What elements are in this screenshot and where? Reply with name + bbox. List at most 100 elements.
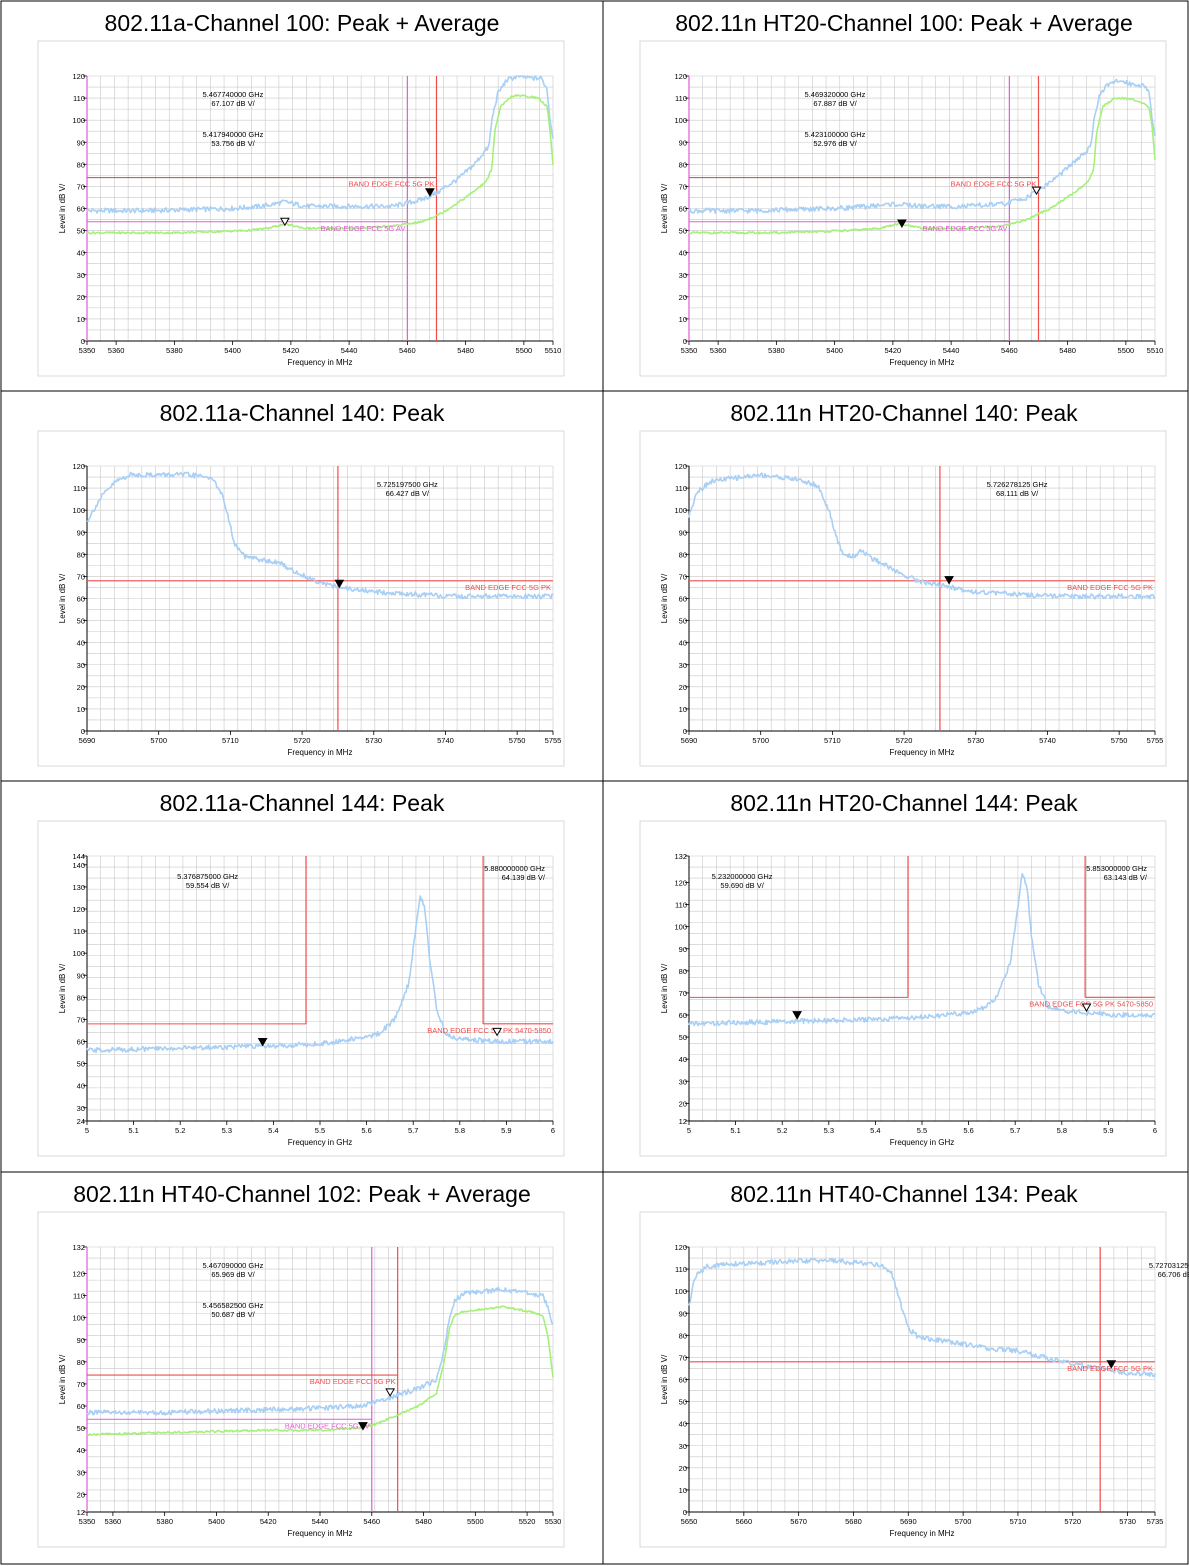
y-tick-label: 20 <box>77 293 85 302</box>
x-tick-label: 5750 <box>509 736 526 745</box>
marker-frequency: 5.467740000 GHz <box>203 90 264 99</box>
y-tick-label: 100 <box>674 506 687 515</box>
x-tick-label: 5420 <box>260 1517 277 1526</box>
limit-label: BAND EDGE FCC 5G PK <box>310 1377 396 1386</box>
x-tick-label: 5700 <box>752 736 769 745</box>
chart-title: 802.11a-Channel 100: Peak + Average <box>104 10 500 36</box>
x-tick-label: 5480 <box>457 346 474 355</box>
y-tick-label: 30 <box>77 661 85 670</box>
y-tick-label: 50 <box>77 1060 85 1069</box>
series-trace <box>688 472 1156 600</box>
series-trace <box>86 75 554 214</box>
y-tick-label: 120 <box>72 462 85 471</box>
x-tick-label: 5 <box>85 1126 89 1135</box>
x-tick-label: 5500 <box>516 346 533 355</box>
y-tick-label: 30 <box>679 1442 687 1451</box>
x-axis-label: Frequency in MHz <box>890 358 955 367</box>
marker-level: 67.887 dB V/ <box>813 99 857 108</box>
chart-title: 802.11a-Channel 140: Peak <box>159 400 445 426</box>
y-tick-label: 140 <box>72 861 85 870</box>
y-tick-label: 30 <box>77 271 85 280</box>
x-axis-label: Frequency in GHz <box>890 1138 954 1147</box>
x-tick-label: 5740 <box>1039 736 1056 745</box>
y-tick-label: 0 <box>81 727 85 736</box>
y-tick-label: 0 <box>683 337 687 346</box>
y-tick-label: 100 <box>72 1314 85 1323</box>
marker-triangle <box>944 576 954 585</box>
y-tick-label: 70 <box>679 989 687 998</box>
x-tick-label: 5360 <box>108 346 125 355</box>
x-tick-label: 5680 <box>845 1517 862 1526</box>
x-tick-label: 5440 <box>943 346 960 355</box>
x-tick-label: 5.6 <box>361 1126 371 1135</box>
y-tick-label: 50 <box>77 1424 85 1433</box>
x-tick-label: 6 <box>1153 1126 1157 1135</box>
y-tick-label: 80 <box>77 160 85 169</box>
y-tick-label: 60 <box>77 1402 85 1411</box>
x-tick-label: 5350 <box>79 1517 96 1526</box>
y-tick-label: 120 <box>674 462 687 471</box>
y-tick-label: 40 <box>679 1420 687 1429</box>
x-tick-label: 5740 <box>437 736 454 745</box>
y-tick-label: 90 <box>77 138 85 147</box>
y-tick-label: 50 <box>679 227 687 236</box>
marker-frequency: 5.423100000 GHz <box>805 130 866 139</box>
y-tick-label: 60 <box>77 205 85 214</box>
x-tick-label: 5380 <box>768 346 785 355</box>
y-tick-label: 20 <box>679 1099 687 1108</box>
x-tick-label: 5460 <box>399 346 416 355</box>
chart-plot: 0 10 20 30 40 50 60 70 80 90 100 110 120 5690 5700 5710… <box>37 430 565 767</box>
x-tick-label: 5720 <box>1064 1517 1081 1526</box>
x-tick-label: 5350 <box>681 346 698 355</box>
y-axis-label: Level in dB V/ <box>660 1354 669 1404</box>
y-tick-label: 70 <box>679 182 687 191</box>
marker-triangle <box>897 219 907 229</box>
x-tick-label: 5690 <box>681 736 698 745</box>
y-axis-label: Level in dB V/ <box>660 573 669 623</box>
x-axis-label: Frequency in MHz <box>288 748 353 757</box>
y-axis-label: Level in dB V/ <box>660 963 669 1013</box>
x-axis-label: Frequency in MHz <box>890 748 955 757</box>
y-tick-label: 110 <box>73 927 85 936</box>
y-tick-label: 0 <box>683 727 687 736</box>
marker-triangle <box>792 1011 802 1020</box>
x-tick-label: 5.9 <box>501 1126 511 1135</box>
chart-title: 802.11n HT40-Channel 102: Peak + Average <box>73 1181 531 1207</box>
marker-triangle <box>257 1037 268 1047</box>
marker-triangle <box>334 579 345 589</box>
x-tick-label: 5735 <box>1147 1517 1164 1526</box>
y-tick-label: 132 <box>72 1243 85 1252</box>
y-tick-label: 110 <box>675 484 687 493</box>
marker-frequency: 5.725197500 GHz <box>377 480 438 489</box>
marker-level: 59.554 dB V/ <box>186 881 230 890</box>
marker-frequency: 5.853000000 GHz <box>1086 864 1147 873</box>
limit-label: BAND EDGE FCC 5G PK <box>349 180 435 189</box>
limit-label: BAND EDGE FCC 5G AV <box>285 1421 370 1430</box>
y-tick-label: 90 <box>77 528 85 537</box>
y-tick-label: 40 <box>679 639 687 648</box>
marker-level: 65.969 dB V/ <box>211 1270 255 1279</box>
series-trace <box>86 1305 554 1437</box>
y-tick-label: 24 <box>77 1117 85 1126</box>
y-tick-label: 80 <box>679 967 687 976</box>
x-tick-label: 5755 <box>545 736 562 745</box>
chart-plot: 0 10 20 30 40 50 60 70 80 90 100 110 120 5350 5360 5380… <box>37 40 565 377</box>
marker-frequency: 5.469320000 GHz <box>805 90 866 99</box>
y-tick-label: 30 <box>679 661 687 670</box>
y-tick-label: 70 <box>679 572 687 581</box>
x-tick-label: 5755 <box>1147 736 1164 745</box>
y-tick-label: 90 <box>679 945 687 954</box>
marker-frequency: 5.727031250 GHz <box>1149 1261 1189 1270</box>
series-trace <box>688 872 1156 1027</box>
marker-triangle <box>358 1422 368 1431</box>
x-tick-label: 5690 <box>900 1517 917 1526</box>
x-tick-label: 5710 <box>222 736 239 745</box>
chart-title: 802.11n HT20-Channel 100: Peak + Average <box>675 10 1133 36</box>
y-tick-label: 30 <box>77 1468 85 1477</box>
x-tick-label: 5460 <box>1001 346 1018 355</box>
y-tick-label: 80 <box>679 1331 687 1340</box>
x-tick-label: 5.6 <box>963 1126 973 1135</box>
marker-frequency: 5.417940000 GHz <box>203 130 264 139</box>
x-tick-label: 5380 <box>156 1517 173 1526</box>
